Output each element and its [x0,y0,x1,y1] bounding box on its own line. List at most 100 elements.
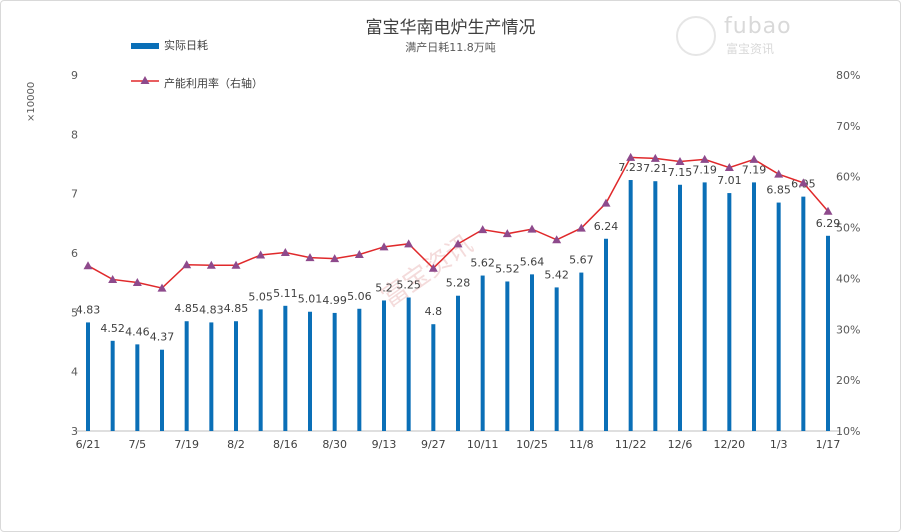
line-marker [798,178,808,187]
x-tick-label: 8/2 [227,438,245,451]
x-tick-label: 11/8 [569,438,594,451]
line-marker [256,250,266,259]
bar-data-label: 4.8 [425,305,443,318]
y2-tick-label: 60% [836,171,860,184]
x-tick-label: 7/5 [128,438,146,451]
bar-data-label: 6.85 [766,184,791,197]
bar [308,311,312,431]
line-marker [774,169,784,178]
y2-tick-label: 70% [836,120,860,133]
y2-tick-label: 50% [836,222,860,235]
bar-data-label: 5.2 [375,281,393,294]
line-marker [132,277,142,286]
line-marker [650,153,660,162]
legend-line-swatch [131,76,159,84]
line-marker [552,235,562,244]
x-tick-label: 1/17 [816,438,841,451]
chart-title: 富宝华南电炉生产情况 [365,18,536,38]
line-marker [231,260,241,269]
bar [702,182,707,431]
y-tick-label: 5 [71,306,78,319]
line-marker [305,253,315,262]
bar-data-label: 7.19 [692,163,717,176]
line-marker [700,154,710,163]
line-marker [354,250,364,259]
bar [258,309,263,431]
line-marker [428,263,438,272]
bar [628,180,633,431]
legend-bar-label: 实际日耗 [164,39,208,52]
legend-bar-swatch [131,43,159,49]
bar-data-label: 4.85 [174,302,199,315]
bar [160,349,164,431]
line-marker [182,260,192,269]
line-marker [502,229,512,238]
line-marker [749,154,759,163]
watermark-text: 富宝资讯 [376,229,478,313]
bar-data-label: 7.21 [643,162,668,175]
bar [209,322,214,431]
x-tick-label: 9/27 [421,438,446,451]
bar-data-label: 5.52 [495,262,520,275]
line-marker [404,239,414,248]
bar [776,202,781,431]
x-tick-label: 8/16 [273,438,298,451]
bar-data-label: 5.25 [396,279,421,292]
bar [332,312,337,431]
bar-data-label: 6.29 [816,217,841,230]
bar-data-label: 5.42 [544,268,569,281]
legend-line-label: 产能利用率（右轴） [164,77,263,90]
y-tick-label: 9 [71,69,78,82]
bar [530,274,534,431]
bar-data-label: 7.01 [717,174,742,187]
x-tick-label: 9/13 [372,438,397,451]
line-marker [453,239,463,248]
bar [653,181,658,431]
x-tick-label: 11/22 [615,438,647,451]
bar [604,238,608,431]
x-tick-label: 1/3 [770,438,788,451]
logo-word: fubao [724,14,792,39]
bar-data-label: 4.52 [100,322,125,335]
line-marker [280,247,290,256]
line-marker [108,274,118,283]
bar-data-label: 4.83 [199,303,224,316]
bar-data-label: 5.06 [347,290,372,303]
line-marker [379,242,389,251]
y-tick-label: 8 [71,128,78,141]
bar [382,300,386,431]
bar-data-label: 7.19 [742,163,767,176]
chart-subtitle: 满产日耗11.8万吨 [405,41,496,54]
bar-data-label: 5.11 [273,287,298,300]
bar-data-label: 7.15 [668,166,693,179]
bar-data-label: 6.24 [594,220,619,233]
x-tick-label: 10/11 [467,438,499,451]
line-marker [675,156,685,165]
bar-data-label: 4.99 [322,294,347,307]
line-marker [724,163,734,172]
bar-data-label: 5.62 [470,257,495,270]
x-tick-label: 6/21 [76,438,101,451]
bar [801,196,806,431]
y2-tick-label: 80% [836,69,860,82]
y-tick-label: 3 [71,425,78,438]
x-tick-label: 12/20 [713,438,745,451]
bar-data-label: 4.46 [125,325,150,338]
bar [431,324,436,431]
x-tick-label: 7/19 [174,438,199,451]
bar [480,275,485,431]
bar-data-label: 7.23 [618,161,643,174]
line-marker [83,261,93,270]
bar [579,272,584,431]
y2-tick-label: 30% [836,323,860,336]
line-marker [626,152,636,161]
bar-data-label: 5.64 [520,255,545,268]
bar [357,308,362,431]
line-marker [527,224,537,233]
line-marker [330,254,340,263]
y-tick-label: 6 [71,247,78,260]
y2-tick-label: 40% [836,272,860,285]
bar [110,340,115,431]
